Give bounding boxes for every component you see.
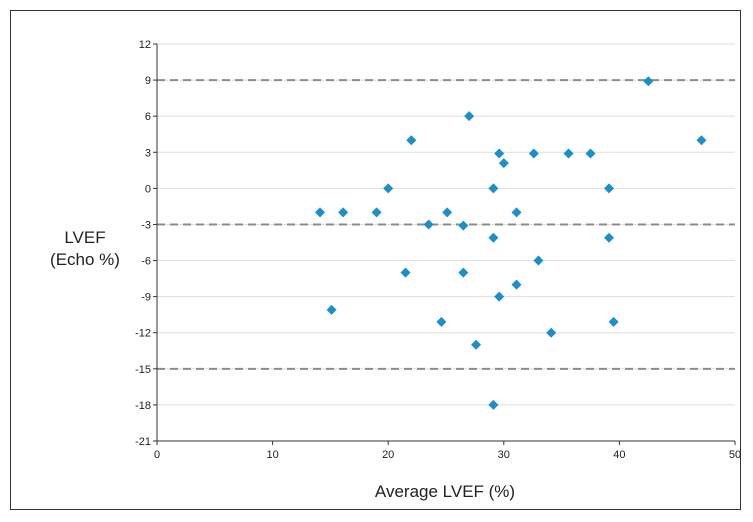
data-point xyxy=(643,76,654,87)
data-point xyxy=(494,148,505,159)
y-axis-title-line-1: LVEF xyxy=(64,228,105,247)
data-point xyxy=(371,207,382,218)
data-point xyxy=(546,327,557,338)
data-point xyxy=(498,158,509,169)
data-point xyxy=(464,111,475,122)
data-point xyxy=(442,207,453,218)
data-point xyxy=(314,207,325,218)
data-point xyxy=(488,183,499,194)
x-tick-label: 0 xyxy=(154,449,160,461)
y-tick-label: -18 xyxy=(135,400,151,412)
data-point xyxy=(400,267,411,278)
data-point xyxy=(608,316,619,327)
chart-frame xyxy=(10,10,741,510)
reference-lines xyxy=(157,79,735,370)
y-tick-label: -6 xyxy=(141,256,151,268)
data-point xyxy=(511,207,522,218)
data-point xyxy=(488,232,499,243)
data-point xyxy=(458,267,469,278)
x-axis-title: Average LVEF (%) xyxy=(375,482,515,501)
axes xyxy=(153,43,736,445)
data-point xyxy=(528,148,539,159)
data-point xyxy=(533,255,544,266)
data-point xyxy=(563,148,574,159)
y-tick-label: -9 xyxy=(141,292,151,304)
data-point xyxy=(585,148,596,159)
data-point xyxy=(603,232,614,243)
y-tick-label: -15 xyxy=(135,364,151,376)
data-point xyxy=(383,183,394,194)
data-point xyxy=(494,291,505,302)
y-tick-label: 12 xyxy=(139,39,151,51)
data-point xyxy=(511,279,522,290)
y-tick-labels: 12 9 6 3 0 -3 -6 -9 -12 -15 -18 -21 xyxy=(135,39,151,448)
data-points xyxy=(314,76,707,410)
x-tick-label: 30 xyxy=(498,449,510,461)
data-point xyxy=(458,220,469,231)
data-point xyxy=(423,219,434,230)
data-point xyxy=(603,183,614,194)
y-tick-label: 6 xyxy=(145,111,151,123)
data-point xyxy=(488,399,499,410)
data-point xyxy=(406,135,417,146)
x-tick-label: 10 xyxy=(266,449,278,461)
data-point xyxy=(326,304,337,315)
y-tick-label: -21 xyxy=(135,436,151,448)
x-tick-label: 40 xyxy=(613,449,625,461)
x-tick-labels: 0 10 20 30 40 50 xyxy=(154,449,741,461)
x-tick-label: 20 xyxy=(382,449,394,461)
y-axis-title-line-2: (Echo %) xyxy=(50,250,120,269)
y-tick-label: -12 xyxy=(135,328,151,340)
y-tick-label: 0 xyxy=(145,183,151,195)
data-point xyxy=(696,135,707,146)
y-tick-label: -3 xyxy=(141,219,151,231)
data-point xyxy=(338,207,349,218)
data-point xyxy=(471,339,482,350)
y-tick-label: 3 xyxy=(145,147,151,159)
x-tick-label: 50 xyxy=(729,449,741,461)
y-tick-label: 9 xyxy=(145,75,151,87)
data-point xyxy=(436,316,447,327)
